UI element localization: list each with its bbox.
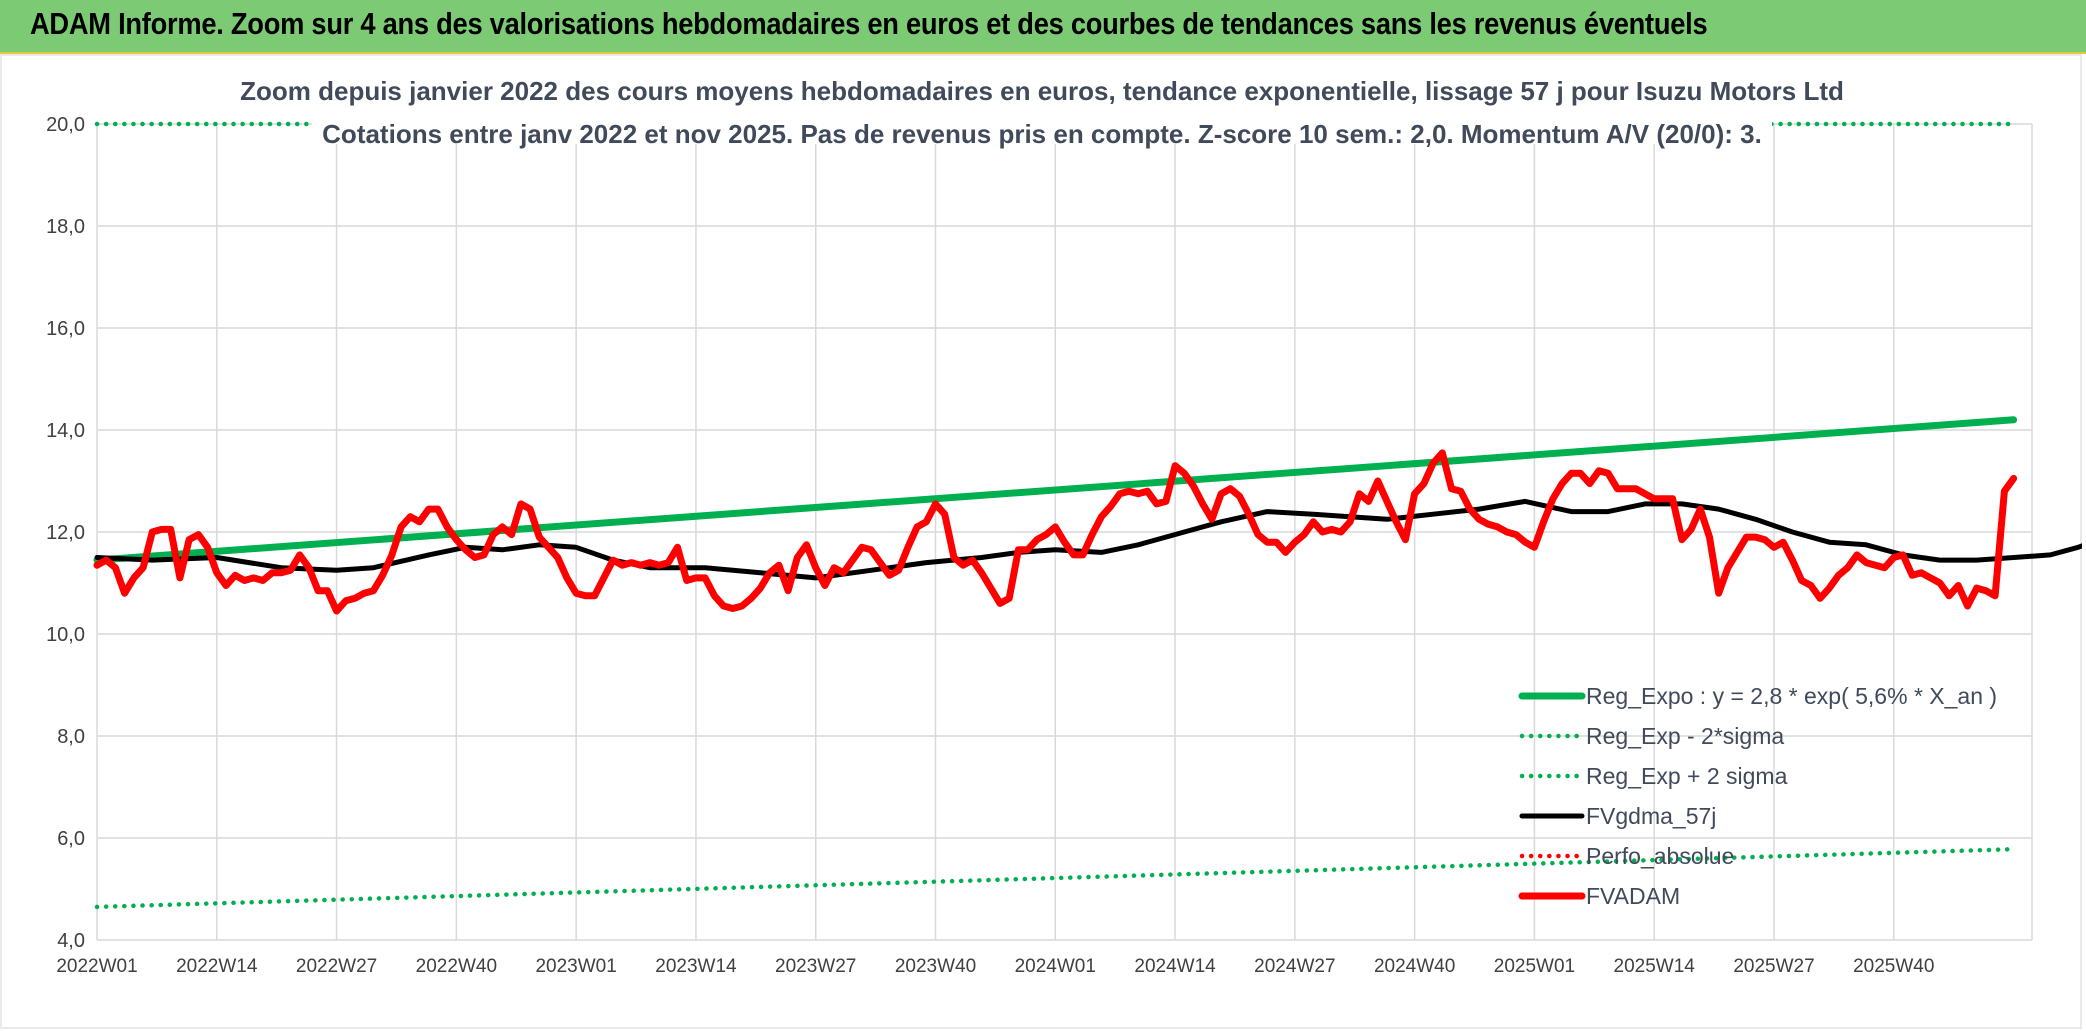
series-line-fvadam (93, 449, 2018, 615)
chart-title-block: Zoom depuis janvier 2022 des cours moyen… (240, 62, 1844, 149)
series-line-reg-expo-y-2-8-exp-5-6-x-an (93, 416, 2018, 564)
chart: 4,0 6,0 8,0 10,0 12,0 14,0 16,0 18,0 20,0 2022W0… (46, 62, 2082, 977)
chart-title: Zoom depuis janvier 2022 des cours moyen… (240, 76, 1844, 106)
y-tick-label: 16,0 (46, 318, 85, 340)
legend-label: FVADAM (1586, 883, 1680, 909)
x-tick-label: 2024W01 (1015, 956, 1096, 977)
y-tick-label: 4,0 (57, 930, 85, 952)
x-tick-label: 2024W14 (1134, 956, 1216, 977)
x-tick-label: 2025W14 (1614, 956, 1696, 977)
chart-frame: 4,0 6,0 8,0 10,0 12,0 14,0 16,0 18,0 20,0 2022W0… (0, 54, 2082, 1029)
legend-label: Reg_Exp + 2 sigma (1586, 763, 1788, 789)
y-tick-label: 8,0 (57, 726, 85, 748)
y-tick-label: 6,0 (57, 828, 85, 850)
y-tick-label: 10,0 (46, 624, 85, 646)
legend-label: Perfo_absolue (1586, 843, 1734, 869)
y-tick-label: 12,0 (46, 522, 85, 544)
grid (96, 123, 2033, 941)
x-tick-label: 2022W40 (416, 956, 497, 977)
x-tick-label: 2022W01 (56, 956, 137, 977)
chart-subtitle: Cotations entre janv 2022 et nov 2025. P… (322, 119, 1762, 149)
x-tick-label: 2023W14 (655, 956, 737, 977)
x-axis-ticks: 2022W01 2022W14 2022W27 2022W40 2023W01 2023W… (56, 956, 1934, 977)
series-line-reg-exp-2-sigma (94, 846, 2016, 910)
x-tick-label: 2023W27 (775, 956, 856, 977)
x-tick-label: 2025W40 (1853, 956, 1934, 977)
y-tick-label: 18,0 (46, 216, 85, 238)
legend-label: FVgdma_57j (1586, 803, 1716, 829)
x-tick-label: 2024W40 (1374, 956, 1455, 977)
x-tick-label: 2025W27 (1733, 956, 1814, 977)
legend-label: Reg_Expo : y = 2,8 * exp( 5,6% * X_an ) (1586, 683, 1997, 709)
title-background (312, 62, 1772, 144)
series-line-fvgdma-57j (94, 498, 2082, 581)
x-tick-label: 2023W01 (535, 956, 616, 977)
x-tick-label: 2022W14 (176, 956, 258, 977)
series-lines (93, 121, 2082, 910)
header-bar: ADAM Informe. Zoom sur 4 ans des valoris… (0, 0, 2086, 54)
legend: Reg_Expo : y = 2,8 * exp( 5,6% * X_an ) R… (1518, 683, 1997, 909)
legend-label: Reg_Exp - 2*sigma (1586, 723, 1784, 749)
x-tick-label: 2024W27 (1254, 956, 1335, 977)
x-tick-label: 2022W27 (296, 956, 377, 977)
y-tick-label: 20,0 (46, 114, 85, 136)
page-title: ADAM Informe. Zoom sur 4 ans des valoris… (30, 6, 1708, 41)
x-tick-label: 2023W40 (895, 956, 976, 977)
y-axis-ticks: 4,0 6,0 8,0 10,0 12,0 14,0 16,0 18,0 20,0 (46, 114, 85, 952)
y-tick-label: 14,0 (46, 420, 85, 442)
x-tick-label: 2025W01 (1494, 956, 1575, 977)
